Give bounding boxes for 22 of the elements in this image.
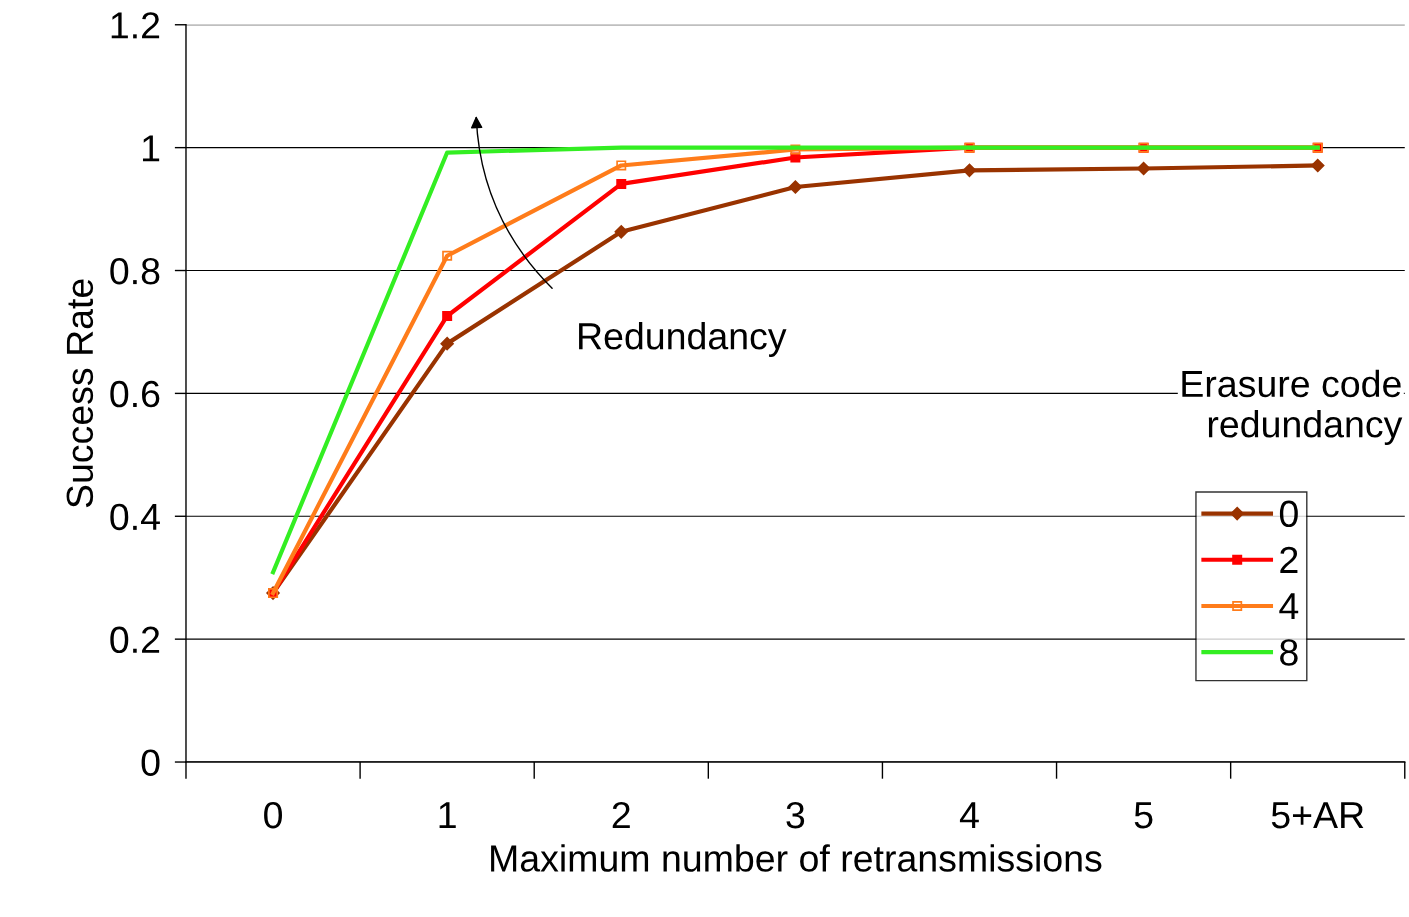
x-tick-label: 5+AR [1271, 802, 1364, 829]
y-tick-label: 0.2 [110, 626, 160, 654]
x-tick-label: 0 [264, 801, 283, 829]
x-tick-label: 2 [612, 801, 630, 829]
annotation: Redundancy [579, 321, 787, 357]
y-tick-label: 0 [141, 749, 160, 776]
y-tick-label: 0.6 [110, 380, 160, 408]
y-axis-title: Success Rate [66, 279, 94, 508]
y-tick-label: 1 [142, 135, 160, 162]
x-tick-label: 4 [959, 802, 979, 829]
y-tick-label: 0.8 [110, 257, 160, 285]
y-tick-label: 1.2 [111, 12, 160, 39]
y-tick-label: 0.4 [110, 503, 160, 531]
x-axis-title: Maximum number of retransmissions [491, 844, 1102, 872]
x-tick-label: 5 [1134, 802, 1153, 829]
legend-label: 4 [1279, 593, 1299, 620]
x-tick-label: 3 [786, 801, 805, 829]
legend-label: 0 [1279, 500, 1298, 528]
legend-label: 8 [1280, 639, 1298, 666]
legend-title: Erasure code redundancy [1182, 369, 1403, 445]
x-tick-label: 1 [439, 802, 456, 829]
legend-label: 2 [1280, 546, 1298, 573]
